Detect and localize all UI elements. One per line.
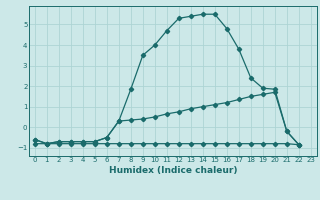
X-axis label: Humidex (Indice chaleur): Humidex (Indice chaleur) <box>108 166 237 175</box>
